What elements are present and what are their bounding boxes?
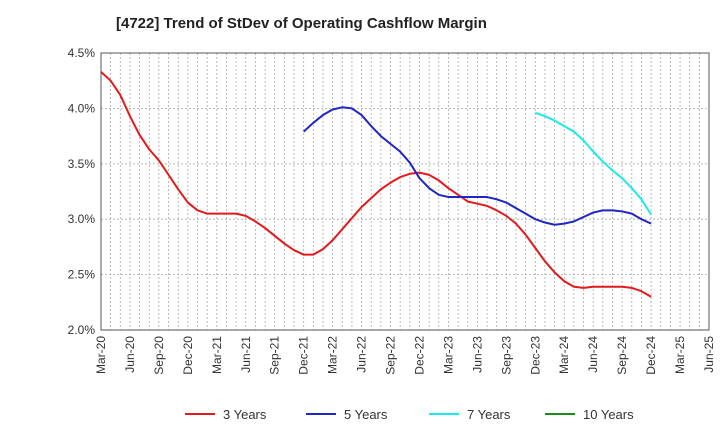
x-tick-label: Jun-22 [355,336,369,373]
plot-area-border [100,52,710,331]
x-tick-label: Sep-20 [152,336,166,375]
x-tick-label: Jun-21 [239,336,253,373]
legend-label-7-years: 7 Years [467,407,511,422]
y-tick-label: 3.5% [68,157,96,171]
x-tick-label: Sep-24 [615,336,629,375]
y-axis: 2.0% 2.5% 3.0% 3.5% 4.0% 4.5% [68,46,96,337]
x-tick-label: Jun-20 [123,336,137,373]
y-tick-label: 3.0% [68,212,96,226]
y-tick-label: 4.0% [68,101,96,115]
y-tick-label: 4.5% [68,46,96,60]
x-tick-label: Sep-23 [499,336,513,375]
y-tick-label: 2.0% [68,323,96,337]
legend: 3 Years 5 Years 7 Years 10 Years [185,407,634,422]
grid [101,53,709,330]
x-tick-label: Sep-21 [268,336,282,375]
legend-label-3-years: 3 Years [223,407,267,422]
x-tick-label: Mar-24 [557,336,571,374]
legend-label-5-years: 5 Years [344,407,388,422]
series-line-7-years [534,111,652,216]
x-tick-label: Dec-22 [412,336,426,375]
x-tick-label: Mar-23 [441,336,455,374]
series-line-3-years [100,71,652,298]
x-tick-label: Dec-21 [297,336,311,375]
x-axis: Mar-20 Jun-20 Sep-20 Dec-20 Mar-21 Jun-21 Sep-… [94,336,716,375]
x-tick-label: Mar-22 [326,336,340,374]
x-tick-label: Mar-25 [673,336,687,374]
x-tick-label: Dec-23 [528,336,542,375]
legend-label-10-years: 10 Years [583,407,634,422]
chart-title: [4722] Trend of StDev of Operating Cashf… [116,15,487,32]
x-tick-label: Dec-24 [644,336,658,375]
x-tick-label: Jun-24 [586,336,600,373]
x-tick-label: Sep-22 [384,336,398,375]
series-line-5-years [302,106,652,226]
x-tick-label: Jun-23 [470,336,484,373]
x-tick-label: Mar-20 [94,336,108,374]
x-tick-label: Mar-21 [210,336,224,374]
plot-lines [100,71,652,298]
x-tick-label: Jun-25 [702,336,716,373]
x-tick-label: Dec-20 [181,336,195,375]
y-tick-label: 2.5% [68,268,96,282]
